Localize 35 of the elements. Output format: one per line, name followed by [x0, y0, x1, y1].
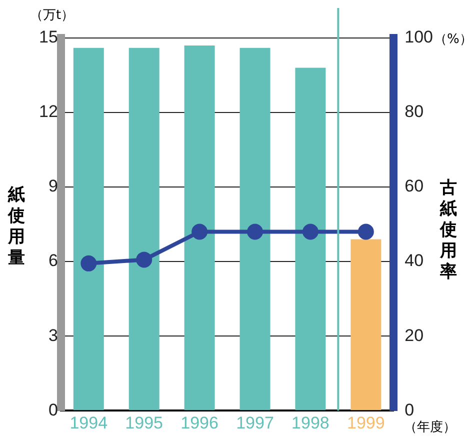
- point: [136, 252, 152, 268]
- y-tick-label: 9: [48, 176, 58, 196]
- bar: [240, 48, 270, 410]
- x-tick-label: 1997: [236, 413, 274, 432]
- y-axis-title: 紙使用量: [8, 185, 26, 269]
- text: （万t）: [30, 7, 74, 24]
- x-tick-label: 1996: [180, 413, 218, 432]
- y2-tick-label: 20: [404, 326, 424, 345]
- bar: [128, 48, 160, 410]
- x-tick-label: 1998: [292, 413, 330, 432]
- y-tick-label: 6: [48, 251, 58, 270]
- y2-tick-label: 80: [404, 102, 424, 122]
- point: [247, 224, 263, 240]
- point: [80, 255, 97, 272]
- point: [358, 224, 374, 240]
- y-tick-label: 12: [38, 102, 58, 122]
- point: [192, 224, 208, 240]
- text: （年度）: [404, 419, 456, 436]
- y-tick-label: 3: [48, 326, 58, 345]
- y2-tick-label: 0: [404, 400, 414, 420]
- bar: [295, 68, 326, 410]
- y-tick-label: 15: [38, 28, 58, 47]
- y-tick-label: 0: [48, 400, 58, 420]
- y2-tick-label: 100: [404, 28, 434, 47]
- x-tick-label: 1994: [70, 413, 108, 432]
- text: （%）: [434, 31, 470, 48]
- x-tick-label: 1999: [346, 413, 385, 432]
- y2-axis-title: 古紙使用率: [440, 178, 458, 283]
- bar: [184, 45, 215, 410]
- point: [302, 224, 318, 240]
- bar: [350, 239, 382, 410]
- y2-tick-label: 40: [404, 251, 424, 270]
- y2-tick-label: 60: [404, 176, 424, 196]
- x-tick-label: 1995: [125, 413, 164, 432]
- bar: [73, 48, 104, 410]
